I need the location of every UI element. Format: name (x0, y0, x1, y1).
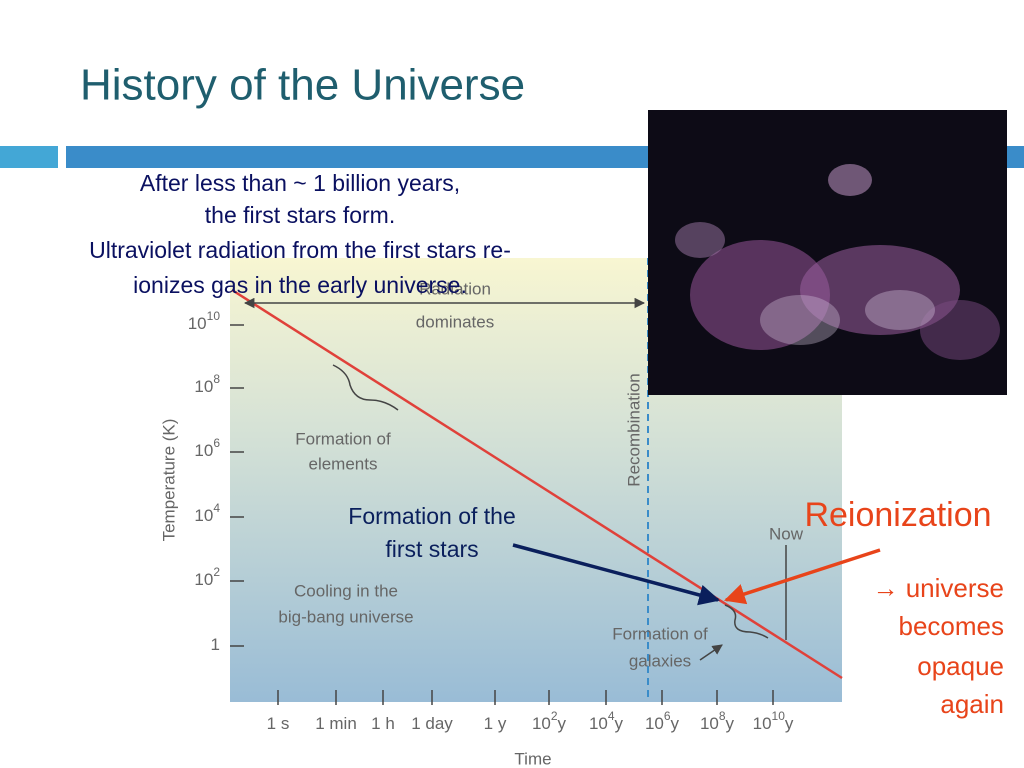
x-tick-label-base: 10 (753, 714, 772, 733)
temperature-line (231, 288, 843, 680)
consequence-text: becomes (899, 611, 1005, 641)
elements-brace (332, 364, 399, 411)
y-tick-label-base: 10 (194, 377, 213, 396)
galaxies-arrow (699, 644, 723, 661)
x-tick-label: 1 s (267, 714, 290, 733)
x-tick-label-exp: 6 (664, 709, 671, 723)
x-tick-label: 1 min (315, 714, 357, 733)
intro-text: ionizes gas in the early universe. (133, 272, 467, 298)
annotations: After less than ~ 1 billion years, the fi… (89, 170, 1004, 719)
y-tick-label: 108 (194, 372, 220, 396)
x-tick-label-base: 10 (700, 714, 719, 733)
first-stars-arrow (512, 543, 721, 606)
y-tick-label-base: 10 (194, 441, 213, 460)
y-tick-label-base: 10 (194, 506, 213, 525)
recombination-label: Recombination (624, 373, 643, 486)
x-tick-label-base: 1 h (371, 714, 395, 733)
first-stars-label: first stars (385, 536, 478, 562)
x-tick-label-base: 1 day (411, 714, 453, 733)
x-axis-label: Time (514, 749, 551, 768)
x-tick-label-base: 1 s (267, 714, 290, 733)
photo (648, 110, 1007, 395)
x-tick-label-base: 1 min (315, 714, 357, 733)
accent-block (0, 146, 58, 168)
x-tick-label: 1 h (371, 714, 395, 733)
x-tick-label-exp: 2 (551, 709, 558, 723)
x-tick-label-unit: y (785, 714, 794, 733)
x-tick-label: 106y (645, 709, 680, 733)
x-tick-label-unit: y (558, 714, 567, 733)
title: History of the Universe (80, 61, 525, 110)
y-tick-label: 1 (211, 635, 220, 654)
x-tick-label-exp: 8 (719, 709, 726, 723)
x-tick-label-exp: 10 (772, 709, 786, 723)
x-tick-label: 1010y (753, 709, 794, 733)
y-tick-label-exp: 4 (213, 501, 220, 515)
cooling-label: Cooling in the (294, 581, 398, 600)
y-tick-label-exp: 2 (213, 565, 220, 579)
x-tick-label: 1 y (484, 714, 507, 733)
radiation-label: dominates (416, 312, 494, 331)
x-tick-label: 1 day (411, 714, 453, 733)
y-tick-label: 106 (194, 436, 220, 460)
intro-text: After less than ~ 1 billion years, (140, 170, 460, 196)
intro-text: the first stars form. (205, 202, 395, 228)
y-tick-label-exp: 8 (213, 372, 220, 386)
first-stars-label: Formation of the (348, 503, 515, 529)
y-tick-label-base: 1 (211, 635, 220, 654)
y-tick-label: 104 (194, 501, 220, 525)
consequence-text: opaque (917, 651, 1004, 681)
galaxies-brace (724, 604, 769, 639)
galaxies-label: galaxies (629, 651, 691, 670)
elements-label: elements (309, 454, 378, 473)
x-tick-label-unit: y (726, 714, 735, 733)
consequence-text: again (940, 689, 1004, 719)
x-tick-label-base: 1 y (484, 714, 507, 733)
x-tick-label-unit: y (615, 714, 624, 733)
y-tick-label-exp: 10 (207, 309, 221, 323)
elements-label: Formation of (295, 429, 391, 448)
y-tick-label: 1010 (188, 309, 221, 333)
reionization-label: Reionization (804, 496, 991, 534)
radiation-label: Radiation (419, 279, 491, 298)
intro-text: Ultraviolet radiation from the first sta… (89, 237, 511, 263)
y-tick-label-base: 10 (194, 570, 213, 589)
y-axis-label: Temperature (K) (159, 419, 178, 542)
consequence-text: → universe (873, 573, 1005, 603)
x-tick-label: 104y (589, 709, 624, 733)
x-tick-label: 102y (532, 709, 567, 733)
y-tick-label: 102 (194, 565, 220, 589)
galaxies-label: Formation of (612, 624, 708, 643)
y-tick-label-exp: 6 (213, 436, 220, 450)
x-tick-label-base: 10 (645, 714, 664, 733)
x-tick-label: 108y (700, 709, 735, 733)
cooling-label: big-bang universe (278, 607, 413, 626)
x-tick-label-base: 10 (589, 714, 608, 733)
x-tick-label-unit: y (671, 714, 680, 733)
y-tick-label-base: 10 (188, 314, 207, 333)
x-tick-label-base: 10 (532, 714, 551, 733)
reionization-arrow (724, 548, 881, 605)
now-label: Now (769, 524, 804, 543)
x-tick-label-exp: 4 (608, 709, 615, 723)
